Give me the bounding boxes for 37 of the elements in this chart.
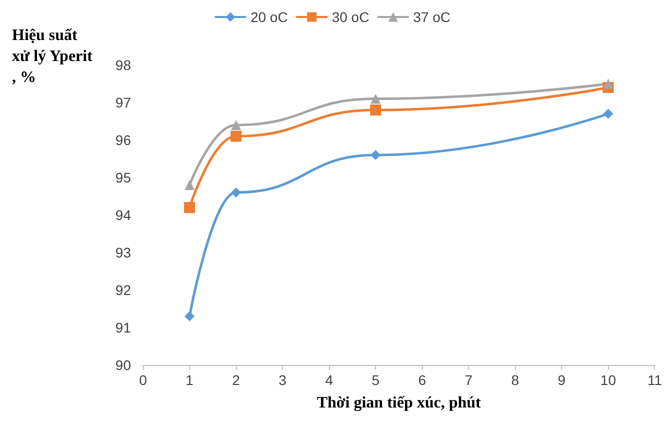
point bbox=[370, 94, 381, 104]
legend-label: 30 oC bbox=[332, 9, 370, 25]
x-tick-label: 7 bbox=[464, 372, 473, 388]
x-tick-label: 2 bbox=[232, 372, 240, 388]
legend-label: 37 oC bbox=[413, 9, 451, 25]
y-tick-label: 97 bbox=[115, 94, 132, 110]
y-tick-label: 93 bbox=[115, 244, 132, 260]
y-tick-label: 95 bbox=[115, 170, 132, 186]
x-tick-label: 9 bbox=[558, 372, 566, 388]
x-tick-label: 11 bbox=[647, 372, 662, 388]
legend-label: 20 oC bbox=[250, 9, 288, 25]
x-tick-label: 6 bbox=[418, 372, 426, 388]
point bbox=[370, 150, 381, 160]
x-tick-label: 10 bbox=[600, 372, 616, 388]
point bbox=[603, 108, 614, 119]
point bbox=[184, 180, 195, 190]
y-axis-title: Hiệu suất xử lý Yperit, % bbox=[12, 27, 94, 86]
point bbox=[231, 188, 242, 198]
point bbox=[603, 78, 614, 89]
y-tick-label: 91 bbox=[115, 320, 132, 336]
y-tick-label: 90 bbox=[115, 357, 132, 373]
y-tick-label: 98 bbox=[115, 57, 132, 73]
y-tick-label: 92 bbox=[115, 282, 132, 298]
point bbox=[370, 104, 382, 116]
x-tick-label: 8 bbox=[511, 372, 520, 388]
point bbox=[230, 130, 242, 142]
x-tick-label: 3 bbox=[278, 372, 287, 388]
y-tick-label: 96 bbox=[115, 132, 132, 148]
point bbox=[184, 311, 195, 322]
x-tick-label: 5 bbox=[372, 372, 380, 388]
x-tick-label: 1 bbox=[186, 372, 194, 388]
x-tick-label: 4 bbox=[325, 372, 334, 388]
y-tick-label: 94 bbox=[115, 207, 132, 223]
x-tick-label: 0 bbox=[139, 372, 148, 388]
point bbox=[184, 202, 196, 213]
x-axis-title: Thời gian tiếp xúc, phút bbox=[316, 394, 482, 412]
point bbox=[231, 120, 242, 130]
